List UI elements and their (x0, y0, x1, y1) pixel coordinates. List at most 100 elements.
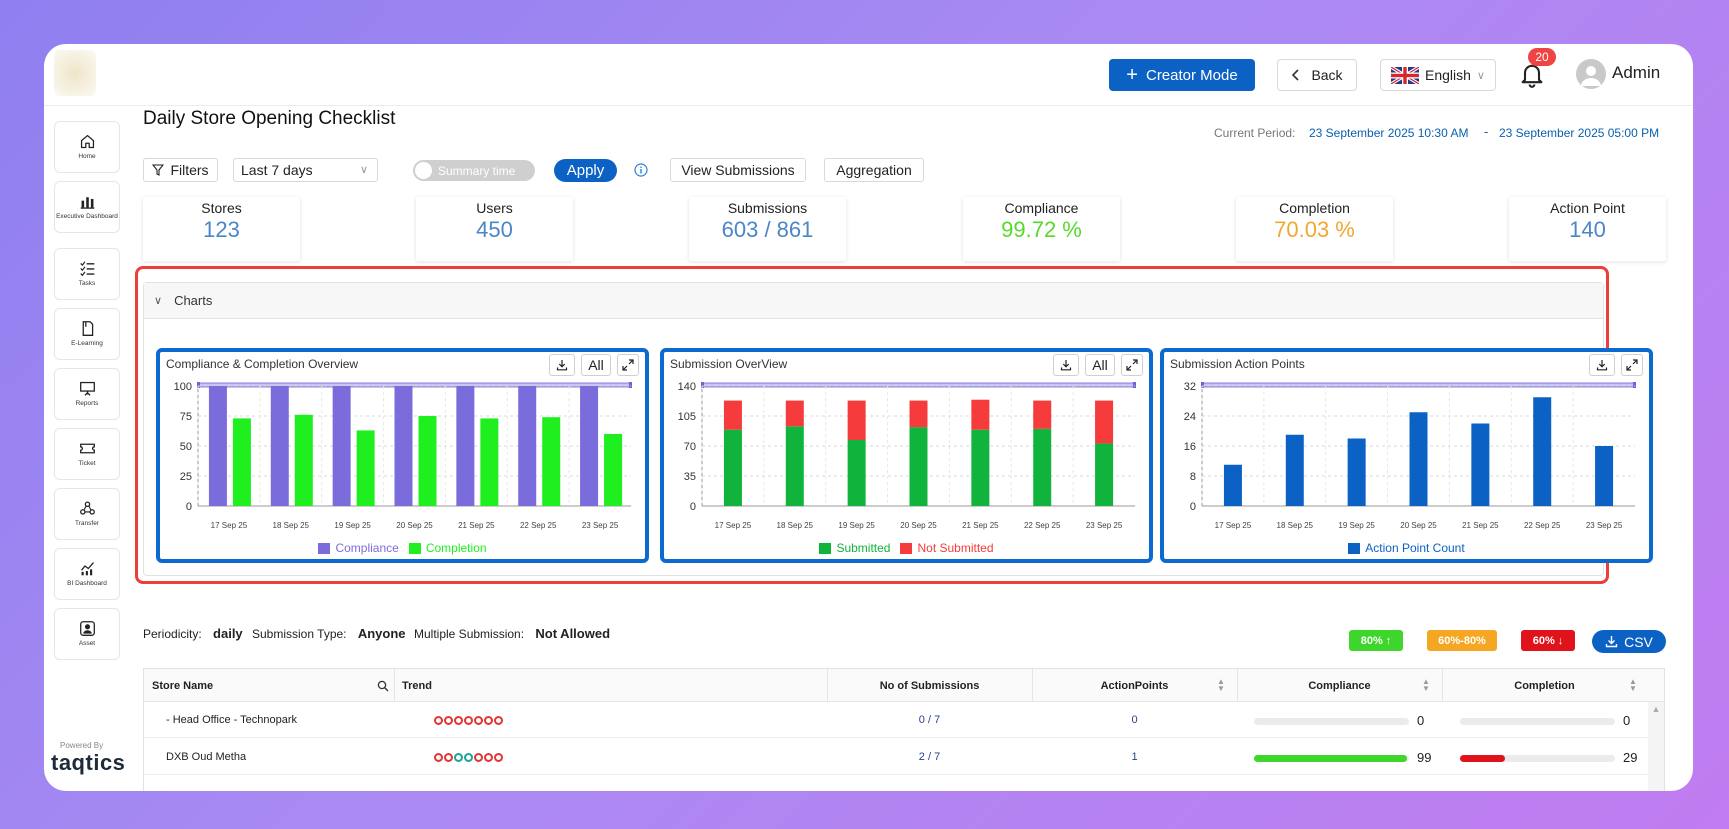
sidebar-item-ticket[interactable]: Ticket (54, 428, 120, 480)
x-tick-label: 20 Sep 25 (900, 521, 937, 530)
legend-high: 80% ↑ (1349, 630, 1403, 651)
download-chart-button[interactable] (1053, 354, 1079, 376)
download-chart-button[interactable] (549, 354, 575, 376)
creator-mode-label: Creator Mode (1145, 66, 1238, 84)
trend-dot (464, 715, 473, 725)
legend-item[interactable]: Not Submitted (900, 541, 994, 555)
aggregation-button[interactable]: Aggregation (824, 158, 924, 182)
column-header-store-name[interactable]: Store Name (152, 669, 392, 702)
charts-collapse-header[interactable]: ∨ Charts (144, 283, 1603, 319)
trend-dot (464, 752, 473, 762)
search-icon[interactable] (377, 680, 389, 692)
expand-button[interactable] (1621, 354, 1643, 376)
table-row[interactable]: - Head Office - Technopark 0 / 7 0 0 0 (144, 702, 1664, 738)
sidebar-item-home[interactable]: Home (54, 121, 120, 173)
submissions-value[interactable]: 0 / 7 (918, 714, 941, 726)
x-tick-label: 19 Sep 25 (1338, 521, 1375, 530)
creator-mode-button[interactable]: + Creator Mode (1109, 59, 1255, 91)
apply-button[interactable]: Apply (554, 159, 617, 182)
legend-item[interactable]: Completion (408, 541, 487, 555)
charts-panel: ∨ Charts (143, 282, 1604, 576)
brand-logo-text: taqtics (51, 750, 126, 775)
back-button[interactable]: Back (1277, 59, 1357, 91)
sidebar-label: Home (78, 153, 96, 161)
csv-download-button[interactable]: CSV (1592, 630, 1666, 653)
legend-item[interactable]: Compliance (318, 541, 399, 555)
all-button[interactable]: All (581, 354, 611, 376)
kpi-submissions: Submissions 603 / 861 (689, 197, 846, 261)
x-tick-label: 23 Sep 25 (1586, 521, 1623, 530)
avatar[interactable] (1576, 59, 1606, 89)
info-icon[interactable] (634, 163, 648, 177)
sidebar-item-asset[interactable]: Asset (54, 608, 120, 660)
table-row[interactable]: DXB Oud Metha 2 / 7 1 99 29 (144, 739, 1664, 775)
view-submissions-button[interactable]: View Submissions (670, 158, 806, 182)
bar-compliance (332, 386, 351, 506)
y-tick-label: 0 (1190, 501, 1196, 513)
chart-title: Submission Action Points (1170, 357, 1305, 371)
asset-icon (79, 621, 95, 637)
language-select[interactable]: English ∨ (1380, 59, 1496, 91)
legend-label: Action Point Count (1365, 541, 1465, 555)
column-header-action-points[interactable]: ActionPoints (1032, 669, 1237, 702)
scroll-up-icon[interactable]: ▲ (1651, 704, 1661, 714)
bar-compliance (518, 386, 537, 506)
filters-label: Filters (170, 162, 209, 178)
period-end: 23 September 2025 05:00 PM (1499, 126, 1660, 140)
all-button[interactable]: All (1085, 354, 1115, 376)
user-name[interactable]: Admin (1612, 63, 1661, 82)
y-tick-label: 0 (186, 501, 192, 513)
legend-item[interactable]: Action Point Count (1348, 541, 1465, 555)
x-tick-label: 18 Sep 25 (273, 521, 310, 530)
column-separator (394, 669, 395, 702)
charts-section-title: Charts (174, 293, 213, 308)
filters-button[interactable]: Filters (143, 158, 218, 182)
bar-action-point-count (1595, 446, 1614, 506)
multiple-submission-info: Multiple Submission: Not Allowed (414, 626, 610, 641)
y-tick-label: 8 (1190, 471, 1196, 483)
sidebar-item-e-learning[interactable]: E-Learning (54, 308, 120, 360)
sort-icon[interactable]: ▲ ▼ (1422, 677, 1430, 693)
column-label: Trend (402, 679, 432, 692)
expand-button[interactable] (1121, 354, 1143, 376)
sidebar-item-bi-dashboard[interactable]: BI Dashboard (54, 548, 120, 600)
action-points-value[interactable]: 0 (1131, 714, 1138, 726)
legend-item[interactable]: Submitted (819, 541, 890, 555)
bar-not-submitted (1033, 400, 1052, 429)
sort-icon[interactable]: ▲ ▼ (1629, 677, 1637, 693)
column-header-completion[interactable]: Completion (1442, 669, 1647, 702)
column-header-compliance[interactable]: Compliance (1237, 669, 1442, 702)
store-name[interactable]: - Head Office - Technopark (166, 714, 298, 726)
chart-plot: 0 8 16 24 32 17 Sep 25 18 Sep 25 19 Sep 25 20 Se… (1184, 381, 1636, 530)
sidebar-label: E-Learning (71, 340, 103, 348)
bell-icon[interactable] (1518, 60, 1546, 88)
table-scrollbar[interactable]: ▲ (1648, 702, 1664, 791)
action-points-value[interactable]: 1 (1131, 751, 1138, 763)
sort-icon[interactable]: ▲ ▼ (1217, 677, 1225, 693)
store-name[interactable]: DXB Oud Metha (166, 751, 247, 763)
column-label: No of Submissions (879, 679, 980, 692)
sidebar-item-reports[interactable]: Reports (54, 368, 120, 420)
download-chart-button[interactable] (1589, 354, 1615, 376)
kpi-action-point: Action Point 140 (1509, 197, 1666, 261)
submissions-value[interactable]: 2 / 7 (918, 751, 941, 763)
chevron-down-icon: ∨ (1476, 69, 1485, 82)
summary-time-toggle[interactable]: Summary time (413, 160, 535, 181)
powered-by-label: Powered By (60, 741, 104, 750)
kpi-completion: Completion 70.03 % (1236, 197, 1393, 261)
y-tick-label: 32 (1184, 381, 1196, 393)
sidebar-item-tasks[interactable]: Tasks (54, 248, 120, 300)
legend-swatch (819, 542, 832, 554)
date-range-select[interactable]: Last 7 days ∨ (233, 158, 378, 182)
company-logo[interactable] (54, 50, 96, 96)
bar-completion (542, 417, 561, 506)
column-header-submissions[interactable]: No of Submissions (827, 669, 1032, 702)
x-tick-label: 20 Sep 25 (396, 521, 433, 530)
bar-compliance (456, 386, 475, 506)
bar-submitted (909, 427, 928, 506)
kpi-label: Compliance (1004, 200, 1079, 216)
sidebar-item-executive-dashboard[interactable]: Executive Dashboard (54, 181, 120, 233)
sidebar-item-transfer[interactable]: Transfer (54, 488, 120, 540)
chart-plot: 0 35 70 105 140 17 Sep 25 18 Sep 25 19 Sep 25 20… (678, 381, 1136, 530)
expand-button[interactable] (617, 354, 639, 376)
